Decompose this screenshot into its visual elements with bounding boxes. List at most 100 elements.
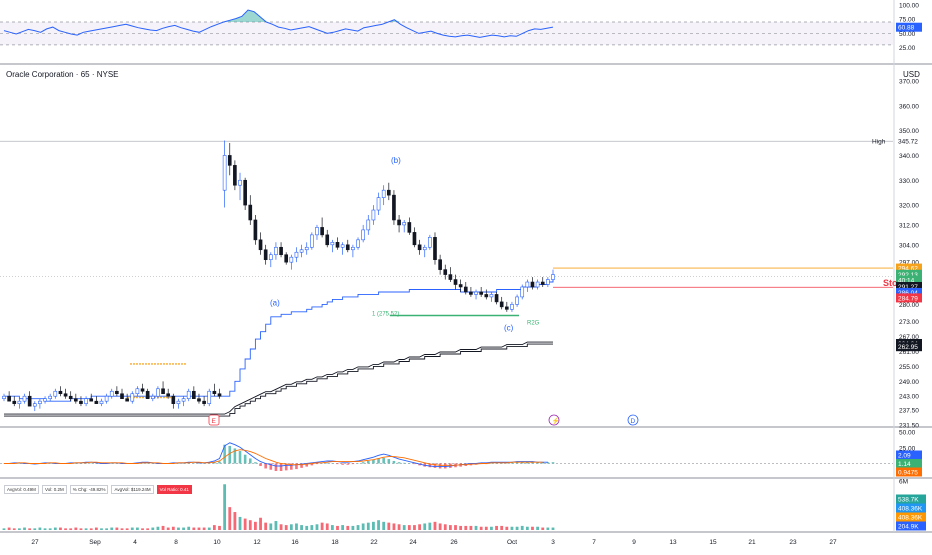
rsi-last-value: 60.88: [898, 25, 915, 32]
volume-bar: [336, 526, 339, 530]
candle-body: [398, 220, 401, 225]
volume-tick-label: 6M: [899, 479, 908, 486]
vol-ratio-badge: Vol Ratio: 0.41: [157, 485, 192, 494]
event-marker-label: D: [631, 418, 636, 425]
candle-body: [146, 391, 149, 398]
candle-body: [136, 389, 139, 394]
volume-bar: [541, 528, 544, 530]
signal-dot: [142, 363, 144, 365]
signal-dot: [136, 397, 138, 399]
volume-bar: [95, 528, 98, 530]
macd-hist-bar: [275, 463, 278, 471]
volume-bar: [80, 528, 83, 530]
wave-annotation: (a): [270, 299, 280, 308]
candle-body: [341, 245, 344, 247]
volume-bar: [346, 526, 349, 530]
volume-bar: [552, 528, 555, 530]
candle-body: [392, 195, 395, 220]
volume-bar: [526, 527, 529, 530]
volume-bar: [413, 525, 416, 530]
candle-body: [238, 180, 241, 185]
avg-vol-badge: AvgVol: 0.49M: [4, 485, 39, 494]
volume-bar: [90, 528, 93, 530]
volume-bar: [74, 528, 77, 530]
volume-bar: [357, 525, 360, 530]
signal-dot: [184, 363, 186, 365]
candle-body: [295, 252, 298, 257]
volume-bar: [521, 526, 524, 530]
signal-dot: [181, 363, 183, 365]
candle-body: [90, 399, 93, 401]
macd-hist-bar: [316, 463, 319, 464]
x-axis-tick-label: 12: [253, 539, 261, 546]
x-axis-tick-label: 15: [709, 539, 717, 546]
macd-hist-bar: [434, 463, 437, 467]
candle-body: [485, 294, 488, 296]
volume-bar: [480, 527, 483, 530]
volume-bar: [403, 525, 406, 530]
candle-body: [423, 247, 426, 249]
volume-bar: [387, 523, 390, 530]
volume-bar: [505, 527, 508, 530]
signal-dot: [136, 363, 138, 365]
candle-body: [490, 294, 493, 296]
volume-bar: [64, 528, 67, 530]
candle-body: [551, 275, 554, 280]
x-axis-tick-label: 21: [748, 539, 756, 546]
signal-dot: [139, 397, 141, 399]
candle-body: [475, 292, 478, 294]
candle-body: [377, 198, 380, 210]
volume-bar: [49, 528, 52, 530]
macd-hist-bar: [218, 462, 221, 464]
signal-dot: [154, 363, 156, 365]
volume-bar: [531, 527, 534, 530]
signal-dot: [148, 363, 150, 365]
candle-body: [79, 401, 82, 403]
candle-body: [223, 155, 226, 190]
x-axis-tick-label: 22: [370, 539, 378, 546]
volume-bar: [239, 517, 242, 530]
x-axis-tick-label: Sep: [89, 539, 101, 546]
candle-body: [208, 391, 211, 403]
volume-bar: [295, 523, 298, 530]
volume-bar: [428, 523, 431, 530]
candle-body: [285, 255, 288, 262]
volume-bar: [28, 528, 31, 530]
candle-body: [49, 396, 52, 398]
price-tick-label: 360.00: [899, 103, 919, 110]
candle-body: [336, 242, 339, 247]
candle-body: [382, 190, 385, 197]
candle-body: [413, 232, 416, 244]
volume-bar: [44, 528, 47, 530]
signal-dot: [145, 363, 147, 365]
candle-body: [177, 401, 180, 403]
macd-hist-bar: [249, 458, 252, 463]
volume-bar: [275, 521, 278, 530]
macd-hist-bar: [403, 463, 406, 464]
volume-bar: [182, 528, 185, 530]
candle-body: [120, 394, 123, 399]
candle-body: [362, 230, 365, 240]
volume-bar: [470, 526, 473, 530]
candle-body: [131, 394, 134, 401]
candle-body: [115, 391, 118, 393]
macd-hist-bar: [228, 446, 231, 464]
volume-bar: [213, 525, 216, 530]
candle-body: [449, 275, 452, 280]
price-tick-label: 320.00: [899, 203, 919, 210]
price-tick-label: 370.00: [899, 78, 919, 85]
volume-bar: [269, 523, 272, 530]
volume-bar: [54, 528, 57, 530]
volume-bar: [233, 512, 236, 530]
candle-body: [254, 220, 257, 240]
volume-bar: [146, 528, 149, 530]
volume-bar: [244, 519, 247, 530]
candle-body: [233, 165, 236, 185]
candle-body: [464, 287, 467, 292]
pct-chg-badge: % Chg: -49.82%: [70, 485, 109, 494]
candle-body: [331, 242, 334, 244]
candle-body: [541, 282, 544, 284]
candle-body: [526, 282, 529, 287]
